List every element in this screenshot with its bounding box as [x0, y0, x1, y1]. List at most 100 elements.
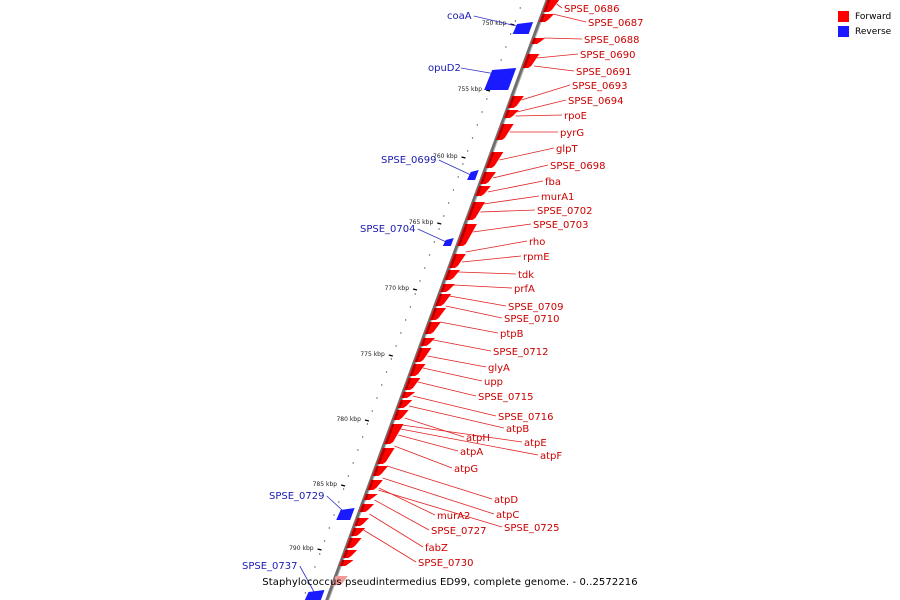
scale-tick: [340, 484, 346, 487]
scale-minor-dot: [433, 241, 435, 243]
scale-minor-dot: [390, 358, 393, 360]
gene-label-forward[interactable]: fba: [545, 177, 561, 188]
gene-forward-shade: [486, 151, 495, 169]
gene-leader-line: [394, 445, 453, 469]
legend-label-forward: Forward: [855, 11, 892, 22]
gene-label-forward[interactable]: atpH: [466, 433, 490, 444]
gene-label-forward[interactable]: atpB: [506, 424, 529, 435]
gene-leader-line: [398, 434, 459, 452]
gene-label-forward[interactable]: atpF: [540, 451, 562, 462]
scale-tick-label: 780 kbp: [336, 416, 361, 423]
scale-minor-dot: [509, 33, 512, 35]
gene-label-forward[interactable]: murA2: [437, 511, 470, 522]
gene-label-forward[interactable]: fabZ: [425, 543, 448, 554]
gene-label-reverse[interactable]: SPSE_0699: [381, 155, 437, 166]
gene-reverse[interactable]: [336, 508, 355, 520]
gene-label-forward[interactable]: murA1: [541, 192, 574, 203]
gene-label-forward[interactable]: SPSE_0710: [504, 314, 560, 325]
gene-label-forward[interactable]: SPSE_0712: [493, 347, 549, 358]
gene-forward-shade: [393, 409, 400, 421]
gene-leader-line: [400, 428, 539, 456]
gene-leader-line: [465, 240, 528, 253]
scale-minor-dot: [467, 150, 469, 152]
gene-label-forward[interactable]: rho: [529, 237, 545, 248]
scale-minor-dot: [514, 20, 517, 22]
gene-label-forward[interactable]: atpE: [524, 438, 547, 449]
scale-minor-dot: [447, 202, 450, 204]
gene-forward-shade: [467, 201, 476, 221]
gene-label-reverse[interactable]: coaA: [447, 11, 472, 22]
legend-swatch-reverse: [838, 26, 849, 37]
gene-leader-line: [404, 417, 465, 438]
gene-label-forward[interactable]: tdk: [518, 270, 534, 281]
scale-minor-dot: [361, 436, 364, 438]
gene-forward[interactable]: [331, 576, 348, 586]
scale-minor-dot: [357, 449, 359, 451]
gene-label-forward[interactable]: SPSE_0709: [508, 302, 564, 313]
gene-label-forward[interactable]: SPSE_0687: [588, 18, 644, 29]
gene-label-forward[interactable]: glyA: [488, 363, 510, 374]
gene-forward-shade: [402, 391, 407, 399]
gene-forward-shade: [523, 53, 531, 69]
gene-label-forward[interactable]: SPSE_0690: [580, 50, 636, 61]
gene-leader-line: [461, 255, 522, 263]
gene-label-forward[interactable]: atpC: [496, 510, 519, 521]
gene-forward-shade: [480, 171, 487, 185]
gene-label-reverse[interactable]: SPSE_0737: [242, 561, 298, 572]
gene-leader-line: [533, 65, 575, 72]
gene-label-forward[interactable]: prfA: [514, 284, 535, 295]
scale-minor-dot: [319, 553, 321, 555]
gene-leader-line: [439, 321, 499, 334]
scale-minor-dot: [438, 228, 440, 230]
gene-label-forward[interactable]: SPSE_0694: [568, 96, 624, 107]
gene-label-forward[interactable]: SPSE_0698: [550, 161, 606, 172]
gene-leader-line: [378, 489, 503, 528]
scale-minor-dot: [352, 462, 354, 464]
gene-reverse[interactable]: [442, 238, 454, 246]
scale-minor-dot: [395, 345, 397, 347]
gene-label-forward[interactable]: atpD: [494, 495, 518, 506]
gene-leader-line: [427, 355, 487, 368]
gene-leader-line: [374, 499, 430, 531]
gene-forward-shade: [355, 517, 360, 527]
gene-forward-shade: [346, 537, 353, 549]
gene-label-forward[interactable]: SPSE_0716: [498, 412, 554, 423]
gene-reverse[interactable]: [304, 590, 325, 600]
gene-label-forward[interactable]: atpG: [454, 464, 478, 475]
gene-reverse[interactable]: [467, 170, 479, 180]
gene-label-forward[interactable]: SPSE_0693: [572, 81, 628, 92]
gene-label-forward[interactable]: SPSE_0686: [564, 4, 620, 15]
gene-leader-line: [556, 3, 563, 9]
gene-label-reverse[interactable]: SPSE_0729: [269, 491, 325, 502]
gene-label-forward[interactable]: glpT: [556, 144, 578, 155]
gene-reverse[interactable]: [512, 22, 534, 34]
gene-label-forward[interactable]: ptpB: [500, 329, 524, 340]
scale-minor-dot: [400, 332, 402, 334]
gene-label-forward[interactable]: atpA: [460, 447, 483, 458]
scale-tick-label: 785 kbp: [313, 481, 338, 488]
gene-label-reverse[interactable]: SPSE_0704: [360, 224, 416, 235]
gene-label-forward[interactable]: rpoE: [564, 111, 587, 122]
gene-forward-shade: [504, 109, 510, 119]
gene-forward-shade: [540, 13, 545, 23]
gene-label-reverse[interactable]: opuD2: [428, 63, 461, 74]
scale-tick: [485, 89, 491, 92]
scale-minor-dot: [328, 527, 330, 529]
gene-reverse[interactable]: [484, 68, 517, 90]
gene-label-forward[interactable]: pyrG: [560, 128, 584, 139]
scale-tick: [412, 288, 418, 291]
gene-leader-line: [453, 284, 513, 289]
gene-label-forward[interactable]: SPSE_0691: [576, 67, 632, 78]
gene-label-forward[interactable]: SPSE_0702: [537, 206, 593, 217]
gene-label-forward[interactable]: upp: [484, 377, 503, 388]
gene-label-forward[interactable]: SPSE_0688: [584, 35, 640, 46]
gene-label-forward[interactable]: SPSE_0703: [533, 220, 589, 231]
gene-label-forward[interactable]: SPSE_0725: [504, 523, 560, 534]
gene-forward-shade: [398, 399, 404, 409]
scale-tick-label: 770 kbp: [385, 285, 410, 292]
gene-leader-line: [382, 477, 495, 515]
gene-label-forward[interactable]: rpmE: [523, 252, 550, 263]
gene-label-forward[interactable]: SPSE_0727: [431, 526, 487, 537]
gene-label-forward[interactable]: SPSE_0730: [418, 558, 474, 569]
gene-label-forward[interactable]: SPSE_0715: [478, 392, 534, 403]
